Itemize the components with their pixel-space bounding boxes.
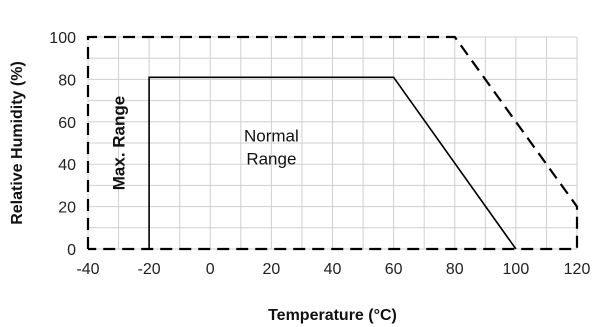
y-tick-label: 100 xyxy=(49,30,76,47)
normal-range-boundary-line xyxy=(148,76,517,250)
y-tick-label: 60 xyxy=(58,115,76,132)
x-tick-label: 20 xyxy=(262,261,280,278)
x-tick-label: 40 xyxy=(324,261,342,278)
annotations: Max. Range Normal Range xyxy=(110,96,299,190)
max-range-boundary-line xyxy=(86,35,579,251)
y-tick-label: 40 xyxy=(58,157,76,174)
y-tick-label: 20 xyxy=(58,200,76,217)
x-tick-label: 100 xyxy=(503,261,530,278)
x-tick-label: -40 xyxy=(76,261,99,278)
x-tick-label: 80 xyxy=(446,261,464,278)
x-tick-label: 120 xyxy=(564,261,591,278)
x-tick-label: -20 xyxy=(138,261,161,278)
annotation-line: Normal xyxy=(244,127,299,146)
y-tick-label: 80 xyxy=(58,72,76,89)
y-tick-label: 0 xyxy=(67,242,76,259)
annotation-line: Max. Range xyxy=(110,96,129,190)
tick-labels: -40 -20 0 20 40 60 80 100 120 0 20 40 60 80 100 xyxy=(49,30,590,278)
annotation-line: Range xyxy=(246,150,296,169)
max-range-annotation: Max. Range xyxy=(110,96,129,190)
grid xyxy=(87,36,578,250)
y-axis-label: Relative Humidity (%) xyxy=(9,61,26,225)
series-layer xyxy=(86,35,579,251)
x-tick-label: 0 xyxy=(206,261,215,278)
x-axis-label: Temperature (°C) xyxy=(268,307,397,324)
normal-range-annotation: Normal Range xyxy=(244,127,299,169)
x-tick-label: 60 xyxy=(385,261,403,278)
